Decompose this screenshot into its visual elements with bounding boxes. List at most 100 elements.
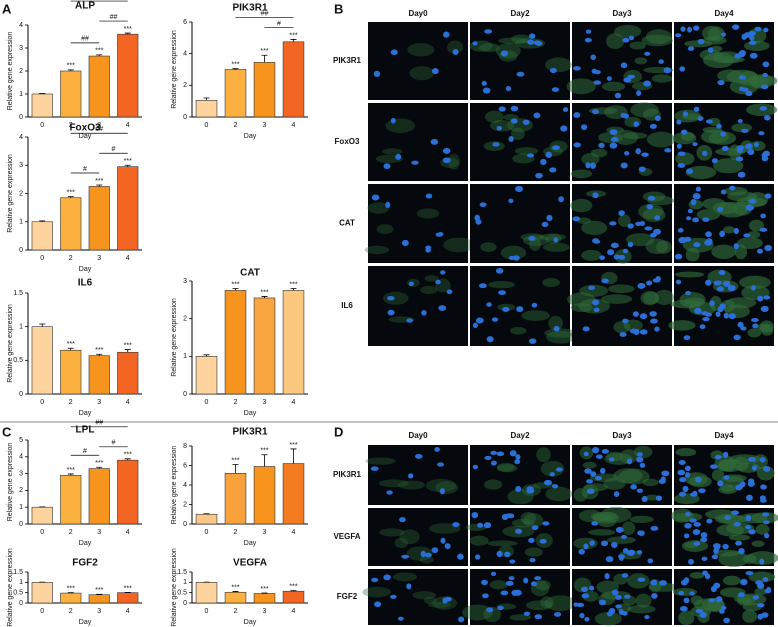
- nucleus: [627, 223, 634, 229]
- nucleus: [734, 53, 741, 59]
- nucleus: [688, 558, 694, 565]
- nucleus: [757, 603, 765, 608]
- significance: ***: [67, 467, 75, 474]
- cytoplasm: [487, 540, 518, 547]
- nucleus: [628, 35, 635, 41]
- nucleus: [397, 616, 404, 621]
- x-axis-label: Day: [79, 619, 92, 626]
- nucleus: [583, 543, 589, 550]
- cytoplasm: [447, 153, 461, 170]
- bar: [253, 593, 276, 604]
- cytoplasm: [645, 29, 672, 45]
- nucleus: [505, 513, 512, 518]
- nucleus: [599, 255, 605, 261]
- nucleus: [581, 586, 589, 593]
- significance: ***: [231, 584, 239, 591]
- nucleus: [618, 554, 626, 559]
- nucleus: [677, 162, 686, 169]
- nucleus: [745, 143, 753, 150]
- nucleus: [678, 590, 685, 596]
- bar: [88, 594, 110, 604]
- nucleus: [555, 467, 563, 472]
- cytoplasm: [635, 593, 652, 608]
- nucleus: [592, 446, 600, 454]
- bar: [195, 100, 218, 118]
- error-bar: [124, 164, 131, 167]
- nucleus: [763, 27, 769, 33]
- nucleus: [481, 80, 487, 86]
- nucleus: [748, 529, 756, 535]
- nucleus: [608, 607, 616, 615]
- cytoplasm: [511, 34, 532, 44]
- nucleus: [615, 604, 622, 609]
- nucleus: [542, 521, 550, 526]
- nucleus: [704, 239, 713, 246]
- y-tick-label: 0: [183, 391, 187, 398]
- nucleus: [576, 602, 585, 608]
- y-tick-label: 0: [19, 521, 23, 528]
- nucleus: [637, 282, 646, 289]
- nucleus: [689, 518, 697, 523]
- nucleus: [591, 520, 599, 526]
- nucleus: [636, 550, 643, 555]
- nucleus: [747, 148, 755, 155]
- nucleus: [526, 153, 535, 158]
- nucleus: [496, 451, 505, 457]
- nucleus: [484, 29, 493, 34]
- nucleus: [760, 84, 769, 90]
- nucleus: [533, 112, 541, 119]
- nucleus: [733, 243, 739, 250]
- nucleus: [745, 494, 753, 501]
- error-bar: [124, 32, 131, 35]
- y-tick-label: 0: [19, 114, 23, 121]
- nucleus: [604, 573, 610, 580]
- cytoplasm: [484, 479, 503, 490]
- nucleus: [539, 538, 547, 544]
- nucleus: [560, 125, 568, 132]
- nucleus: [581, 593, 590, 599]
- x-tick-label: 2: [69, 255, 73, 262]
- nucleus: [733, 227, 739, 235]
- cytoplasm: [497, 37, 529, 45]
- comparison-label: ##: [95, 126, 103, 133]
- significance: ***: [67, 189, 75, 196]
- nucleus: [589, 540, 595, 546]
- nucleus: [434, 446, 440, 452]
- chart-title: FGF2: [72, 558, 98, 569]
- cytoplasm: [722, 575, 741, 586]
- nucleus: [390, 594, 397, 599]
- nucleus: [749, 35, 755, 41]
- x-tick-label: 3: [97, 529, 101, 536]
- nucleus: [510, 118, 518, 124]
- y-tick-label: 2: [19, 487, 23, 494]
- nucleus: [759, 106, 768, 111]
- x-tick-label: 0: [40, 529, 44, 536]
- cytoplasm: [741, 285, 770, 301]
- cytoplasm: [751, 540, 765, 547]
- nucleus: [638, 166, 646, 173]
- micrograph: [470, 266, 576, 346]
- nucleus: [371, 577, 379, 583]
- nucleus: [643, 80, 651, 87]
- nucleus: [678, 491, 687, 497]
- nucleus: [528, 537, 535, 543]
- cytoplasm: [529, 237, 542, 251]
- cytoplasm: [488, 280, 515, 289]
- nucleus: [752, 323, 759, 329]
- cytoplasm: [747, 231, 761, 239]
- nucleus: [637, 577, 646, 582]
- nucleus: [723, 312, 729, 319]
- nucleus: [697, 116, 704, 121]
- bar: [117, 592, 139, 604]
- nucleus: [472, 322, 479, 329]
- nucleus: [509, 559, 516, 564]
- micrograph: [368, 508, 468, 566]
- nucleus: [442, 147, 451, 154]
- nucleus: [677, 469, 686, 476]
- y-tick-label: 0: [183, 521, 187, 528]
- cytoplasm: [364, 245, 390, 255]
- cytoplasm: [756, 323, 770, 332]
- nucleus: [505, 86, 512, 92]
- nucleus: [641, 495, 648, 503]
- cytoplasm: [399, 529, 420, 545]
